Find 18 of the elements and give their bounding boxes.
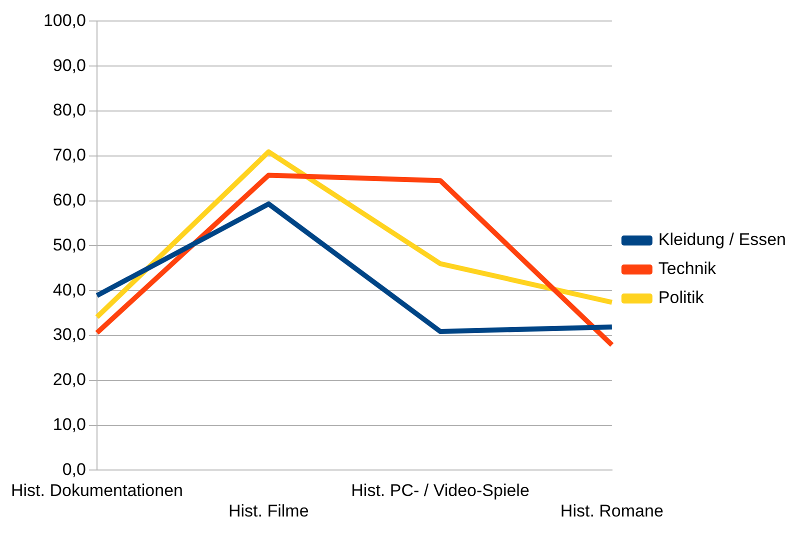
legend-label: Politik: [658, 288, 704, 308]
y-tick-label: 100,0: [43, 10, 86, 30]
x-tick-label: Hist. Filme: [228, 501, 309, 520]
y-tick-label: 60,0: [52, 190, 86, 210]
y-tick-label: 50,0: [52, 235, 86, 254]
x-tick-label: Hist. Romane: [560, 501, 664, 520]
legend-label: Technik: [658, 259, 717, 278]
y-tick-label: 0,0: [62, 460, 86, 479]
legend-label: Kleidung / Essen: [658, 230, 786, 250]
y-tick-label: 20,0: [52, 370, 86, 390]
y-tick-label: 40,0: [52, 280, 86, 300]
y-tick-label: 30,0: [52, 325, 86, 344]
y-tick-label: 80,0: [52, 100, 86, 120]
x-tick-label: Hist. PC- / Video-Spiele: [351, 481, 530, 500]
y-tick-label: 70,0: [52, 146, 86, 165]
x-tick-label: Hist. Dokumentationen: [10, 481, 183, 500]
y-tick-label: 90,0: [52, 56, 86, 75]
y-tick-label: 10,0: [52, 414, 86, 434]
